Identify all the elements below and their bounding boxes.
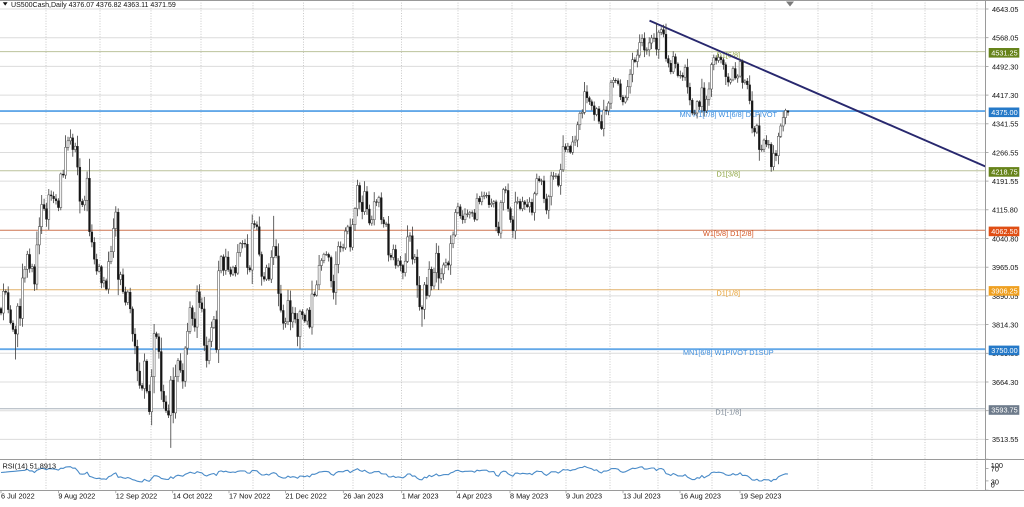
- svg-text:4266.55: 4266.55: [992, 148, 1018, 157]
- svg-text:4341.55: 4341.55: [992, 120, 1018, 129]
- svg-text:21 Dec 2022: 21 Dec 2022: [285, 492, 326, 501]
- svg-text:14 Oct 2022: 14 Oct 2022: [173, 492, 213, 501]
- svg-text:4191.55: 4191.55: [992, 177, 1018, 186]
- svg-text:D1[1/8]: D1[1/8]: [717, 289, 741, 298]
- svg-text:1 Mar 2023: 1 Mar 2023: [402, 492, 439, 501]
- svg-text:3664.30: 3664.30: [992, 378, 1018, 387]
- svg-text:3890.05: 3890.05: [992, 292, 1018, 301]
- svg-text:30: 30: [991, 477, 999, 486]
- svg-text:4492.30: 4492.30: [992, 62, 1018, 71]
- svg-text:4062.50: 4062.50: [991, 227, 1017, 236]
- svg-text:19 Sep 2023: 19 Sep 2023: [740, 492, 781, 501]
- svg-text:6 Jul 2022: 6 Jul 2022: [1, 492, 35, 501]
- svg-text:MN R1[7/8] W1[6/8] D1PIVOT: MN R1[7/8] W1[6/8] D1PIVOT: [680, 110, 778, 119]
- svg-text:4375.00: 4375.00: [991, 108, 1017, 117]
- svg-text:4 Apr 2023: 4 Apr 2023: [457, 492, 492, 501]
- svg-text:26 Jan 2023: 26 Jan 2023: [343, 492, 383, 501]
- svg-text:8 May 2023: 8 May 2023: [510, 492, 548, 501]
- svg-text:D1[3/8]: D1[3/8]: [717, 170, 741, 179]
- svg-text:3814.30: 3814.30: [992, 321, 1018, 330]
- svg-text:3906.25: 3906.25: [991, 287, 1017, 296]
- svg-text:12 Sep 2022: 12 Sep 2022: [116, 492, 157, 501]
- svg-text:17 Nov 2022: 17 Nov 2022: [229, 492, 270, 501]
- svg-text:9 Aug 2022: 9 Aug 2022: [58, 492, 95, 501]
- svg-text:9 Jun 2023: 9 Jun 2023: [566, 492, 602, 501]
- svg-text:3513.55: 3513.55: [992, 435, 1018, 444]
- svg-text:RSI(14) 51.8913: RSI(14) 51.8913: [3, 461, 57, 470]
- svg-text:4040.80: 4040.80: [992, 234, 1018, 243]
- svg-text:US500Cash,Daily 4376.07 4376.: US500Cash,Daily 4376.07 4376.82 4363.11 …: [11, 2, 176, 9]
- svg-text:70: 70: [991, 465, 999, 474]
- svg-text:4643.05: 4643.05: [992, 5, 1018, 14]
- svg-text:MN1[6/8] W1PIVOT D1SUP: MN1[6/8] W1PIVOT D1SUP: [683, 348, 774, 357]
- svg-text:0: 0: [991, 481, 995, 490]
- svg-text:4218.75: 4218.75: [991, 168, 1017, 177]
- svg-text:W1[5/8] D1[2/8]: W1[5/8] D1[2/8]: [703, 229, 754, 238]
- svg-text:3965.05: 3965.05: [992, 263, 1018, 272]
- svg-text:4417.30: 4417.30: [992, 91, 1018, 100]
- svg-text:3593.75: 3593.75: [991, 406, 1017, 415]
- svg-text:3750.00: 3750.00: [991, 346, 1017, 355]
- svg-text:4568.05: 4568.05: [992, 34, 1018, 43]
- svg-text:D1[-1/8]: D1[-1/8]: [715, 408, 741, 417]
- svg-text:4115.80: 4115.80: [992, 206, 1018, 215]
- svg-text:13 Jul 2023: 13 Jul 2023: [623, 492, 661, 501]
- svg-text:4531.25: 4531.25: [991, 48, 1017, 57]
- svg-text:16 Aug 2023: 16 Aug 2023: [680, 492, 721, 501]
- svg-text:100: 100: [991, 461, 1003, 470]
